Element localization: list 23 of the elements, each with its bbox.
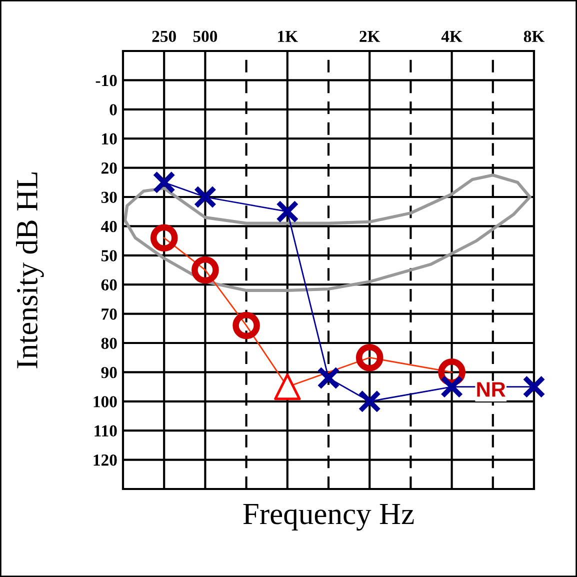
y-tick-label: -10 bbox=[96, 74, 117, 86]
y-tick-label: 30 bbox=[101, 192, 117, 203]
x-axis-title: Frequency Hz bbox=[243, 504, 414, 531]
y-tick-label: 100 bbox=[94, 396, 117, 408]
x-tick-label: 500 bbox=[193, 30, 218, 42]
y-tick-label: 20 bbox=[101, 162, 117, 174]
y-tick-label: 80 bbox=[101, 338, 117, 349]
y-tick-label: 60 bbox=[101, 279, 117, 291]
y-tick-label: 70 bbox=[102, 308, 117, 320]
y-tick-label: 0 bbox=[110, 104, 117, 116]
y-tick-label: 90 bbox=[101, 366, 117, 378]
x-tick-label: 4K bbox=[441, 30, 462, 42]
y-tick-label: 50 bbox=[101, 250, 117, 262]
y-axis-title: Intensity dB HL bbox=[16, 172, 44, 368]
annotation: NR bbox=[477, 382, 506, 397]
x-tick-label: 1K bbox=[278, 30, 298, 42]
x-tick-label: 8K bbox=[524, 30, 545, 42]
y-tick-label: 120 bbox=[94, 454, 117, 466]
y-tick-label: 110 bbox=[94, 425, 117, 437]
y-tick-label: 40 bbox=[101, 220, 117, 232]
x-tick-label: 2K bbox=[360, 30, 380, 42]
x-tick-label: 250 bbox=[152, 30, 176, 42]
y-tick-label: 10 bbox=[102, 133, 117, 145]
